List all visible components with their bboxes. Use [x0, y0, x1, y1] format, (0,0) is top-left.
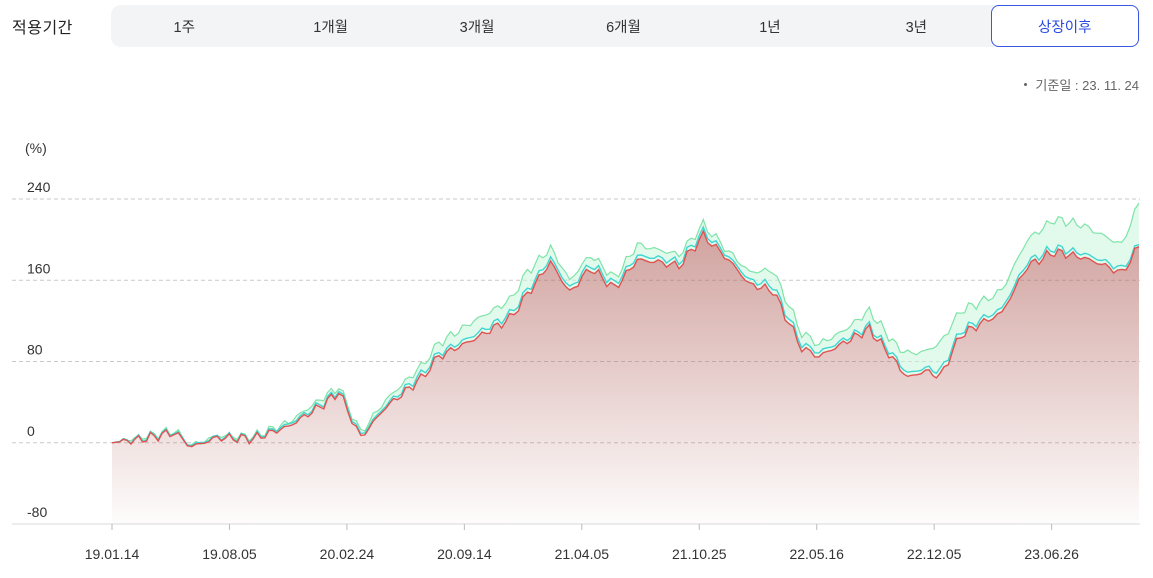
x-tick-label: 20.02.24 — [320, 546, 375, 562]
x-tick-label: 19.01.14 — [85, 546, 140, 562]
period-label: 적용기간 — [12, 20, 73, 37]
y-tick-label: -80 — [27, 504, 47, 520]
y-tick-label: 160 — [27, 260, 51, 276]
y-tick-label: 80 — [27, 342, 43, 358]
x-tick-label: 22.05.16 — [789, 546, 844, 562]
axis-layer: (%) 240 160 80 0 -80 19.01.14 19.08.05 20.02.24 2… — [12, 140, 1140, 562]
tab-1year[interactable]: 1년 — [759, 19, 781, 36]
tab-1week[interactable]: 1주 — [173, 19, 195, 36]
tab-3months[interactable]: 3개월 — [459, 19, 495, 36]
y-tick-label: 0 — [27, 423, 35, 439]
base-date-text: 기준일 : 23. 11. 24 — [1035, 78, 1139, 93]
x-tick-label: 21.04.05 — [555, 546, 610, 562]
tab-3years[interactable]: 3년 — [905, 19, 928, 36]
x-tick-label: 23.06.26 — [1024, 546, 1079, 562]
line-layer — [111, 202, 1140, 448]
tab-6months[interactable]: 6개월 — [606, 19, 641, 36]
tab-1month[interactable]: 1개월 — [313, 19, 348, 36]
bullet-icon — [1024, 83, 1028, 87]
series-line-cyan — [111, 225, 1140, 447]
x-tick-label: 21.10.25 — [672, 546, 727, 562]
series-area-fill — [112, 231, 1139, 524]
x-tick-label: 22.12.05 — [907, 546, 962, 562]
tab-since-listing[interactable]: 상장이후 — [990, 5, 1139, 47]
area-layer — [112, 203, 1139, 524]
x-tick-label: 19.08.05 — [202, 546, 257, 562]
series-line-red — [111, 229, 1140, 448]
period-tabs: 1주 1개월 3개월 6개월 1년 3년 상장이후 — [111, 5, 1140, 47]
y-unit-label: (%) — [25, 140, 47, 156]
y-tick-label: 240 — [27, 179, 51, 195]
x-tick-label: 20.09.14 — [437, 546, 492, 562]
series-line-green — [111, 202, 1140, 447]
base-date: 기준일 : 23. 11. 24 — [1024, 75, 1139, 94]
